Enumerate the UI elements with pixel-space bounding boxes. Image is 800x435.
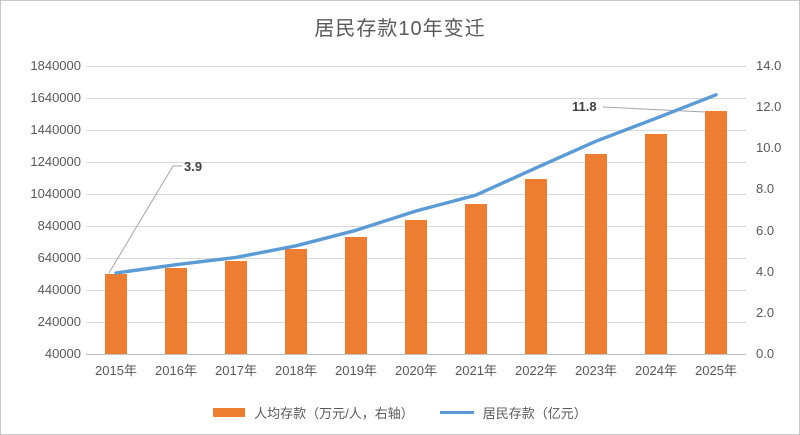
right-axis-tick: 8.0 <box>756 181 775 197</box>
bar-2017年 <box>225 261 247 354</box>
left-axis-tick: 1440000 <box>30 122 81 137</box>
bar-2016年 <box>165 267 187 354</box>
x-axis-tick: 2021年 <box>455 363 497 378</box>
gridline <box>86 98 746 99</box>
bar-series-swatch-icon <box>213 407 246 417</box>
bar-2018年 <box>285 249 307 354</box>
gridline <box>86 130 746 131</box>
right-axis-tick: 6.0 <box>756 222 775 238</box>
right-axis-tick: 12.0 <box>756 99 782 115</box>
x-axis-tick: 2022年 <box>515 363 557 378</box>
bar-2015年 <box>105 273 127 354</box>
right-axis-tick: 10.0 <box>756 140 782 156</box>
left-axis-tick: 40000 <box>44 346 81 361</box>
line-series-swatch-icon <box>439 410 474 414</box>
data-label-2025年: 11.8 <box>572 99 597 114</box>
legend-line-label: 居民存款（亿元） <box>482 405 587 421</box>
left-axis-tick: 1240000 <box>30 154 81 169</box>
legend: 人均存款（万元/人，右轴） 居民存款（亿元） <box>1 399 799 425</box>
annotation-leader-line <box>602 106 706 113</box>
left-axis-tick: 840000 <box>37 218 81 233</box>
x-axis-tick: 2019年 <box>335 363 377 378</box>
right-axis-tick: 0.0 <box>756 346 775 361</box>
data-label-2015年: 3.9 <box>184 159 203 174</box>
x-axis-tick: 2020年 <box>395 363 437 378</box>
x-axis-tick: 2016年 <box>155 363 197 378</box>
x-axis-tick: 2017年 <box>215 363 257 378</box>
legend-bar-label: 人均存款（万元/人，右轴） <box>254 405 414 421</box>
chart-title: 居民存款10年变迁 <box>314 18 486 40</box>
bar-2021年 <box>465 203 487 354</box>
bar-2020年 <box>405 220 427 354</box>
bar-2025年 <box>705 111 727 354</box>
legend-item-bar-series: 人均存款（万元/人，右轴） <box>213 403 414 422</box>
left-axis-tick: 1840000 <box>30 58 81 73</box>
left-axis-tick: 1040000 <box>30 186 81 201</box>
bar-2023年 <box>585 154 607 354</box>
x-axis-tick: 2025年 <box>695 363 737 378</box>
annotation-leader-line <box>108 165 182 274</box>
right-axis-tick: 14.0 <box>756 58 782 73</box>
x-axis-tick: 2023年 <box>575 363 617 378</box>
bar-2022年 <box>525 179 547 354</box>
bar-2019年 <box>345 236 367 354</box>
gridline <box>86 66 746 67</box>
left-axis-tick: 1640000 <box>30 90 81 105</box>
right-axis-tick: 2.0 <box>756 304 775 320</box>
x-axis-tick: 2018年 <box>275 363 317 378</box>
x-axis-line <box>86 354 746 355</box>
x-axis-tick: 2024年 <box>635 363 677 378</box>
bar-2024年 <box>645 133 667 354</box>
plot-area: 3.9 11.8 <box>86 66 746 355</box>
left-axis-tick: 640000 <box>37 250 81 265</box>
x-axis-tick: 2015年 <box>95 363 137 378</box>
legend-item-line-series: 居民存款（亿元） <box>439 403 587 422</box>
left-axis-tick: 440000 <box>37 282 81 297</box>
right-axis-tick: 4.0 <box>756 263 775 279</box>
left-axis-tick: 240000 <box>37 314 81 329</box>
